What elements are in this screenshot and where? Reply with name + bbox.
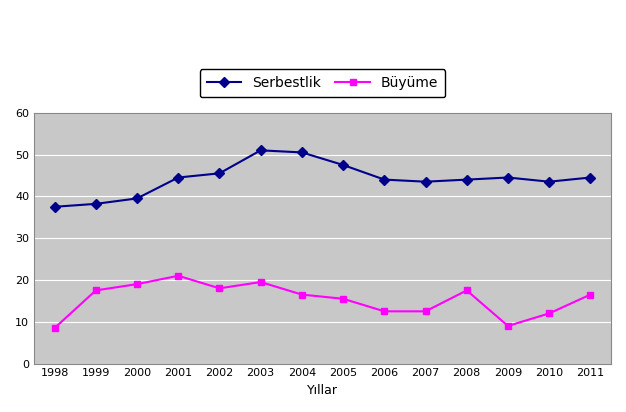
Büyüme [51,325,58,330]
Serbestlik [92,201,100,206]
Serbestlik [381,177,388,182]
Büyüme [257,280,264,285]
Serbestlik [175,175,182,180]
Serbestlik [463,177,471,182]
Serbestlik [422,179,429,184]
Büyüme [298,292,305,297]
Büyüme [422,309,429,314]
Serbestlik [216,171,223,176]
Büyüme [587,292,594,297]
Büyüme [339,296,347,301]
Serbestlik [257,148,264,153]
Büyüme [504,323,511,328]
Büyüme [216,286,223,291]
Line: Büyüme: Büyüme [51,272,594,332]
Büyüme [133,282,141,287]
Serbestlik [51,204,58,209]
Serbestlik [133,196,141,201]
Büyüme [175,273,182,278]
Büyüme [545,311,553,316]
Büyüme [381,309,388,314]
Büyüme [463,288,471,293]
Serbestlik [504,175,511,180]
X-axis label: Yıllar: Yıllar [307,384,338,397]
Serbestlik [587,175,594,180]
Büyüme [92,288,100,293]
Serbestlik [298,150,305,155]
Legend: Serbestlik, Büyüme: Serbestlik, Büyüme [200,70,445,97]
Serbestlik [339,162,347,167]
Serbestlik [545,179,553,184]
Line: Serbestlik: Serbestlik [51,147,594,210]
